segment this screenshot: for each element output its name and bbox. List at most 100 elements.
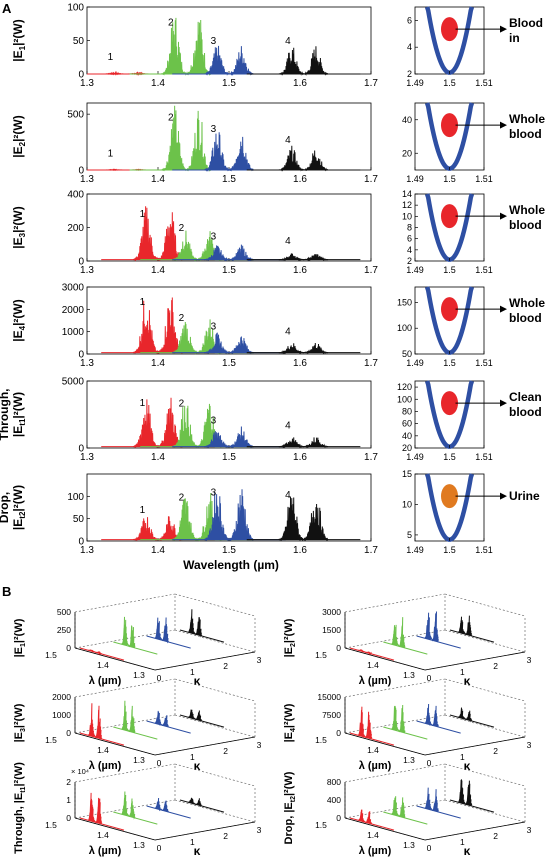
- x-tick-label: 1.3: [80, 358, 94, 369]
- lambda-tick-label: 1.4: [367, 745, 379, 755]
- peak-label: 3: [211, 124, 217, 135]
- series-baseline: [79, 732, 125, 746]
- z-tick-label: 0: [66, 643, 71, 653]
- grid-line: [174, 678, 256, 702]
- inset-y-tick-label: 14: [402, 189, 412, 199]
- y-axis-label: Through, |Et1|²(W): [13, 762, 27, 854]
- y-tick-label: 200: [67, 223, 84, 234]
- x-tick-label: 1.3: [80, 545, 94, 556]
- series-peak: [302, 46, 329, 76]
- grid-line: [344, 593, 446, 613]
- series-peak: [278, 145, 305, 172]
- lambda-tick-label: 1.5: [45, 650, 57, 660]
- inset-x-tick-label: 1.51: [475, 452, 493, 462]
- y-tick-label: 400: [67, 190, 84, 201]
- inset-y-tick-label: 20: [402, 443, 412, 453]
- series-baseline: [113, 811, 158, 825]
- inset-x-tick-label: 1.5: [443, 452, 456, 462]
- series-ridge: [424, 611, 439, 642]
- panel-a-row-1: 1.3 1.4 1.5 1.6 1.7 0 50 100 1 2 3 4 |E1|²(W) 1.49 1.5…: [11, 3, 543, 90]
- inset-y-tick-label: 10: [402, 499, 412, 509]
- y-axis-label: |E1|²(W): [11, 19, 27, 62]
- y-tick-label: 0: [78, 537, 84, 548]
- lambda-axis: [74, 732, 156, 756]
- kappa-tick-label: 0: [427, 673, 432, 683]
- panel-a-row-6: 1.3 1.4 1.5 1.6 1.7 0 50 100 1 2 3 4 |Et2|²(W)Drop, 1…: [0, 469, 540, 556]
- y-tick-label: 0: [78, 166, 84, 177]
- series-peak: [203, 492, 230, 542]
- inset-y-tick-label: 2: [407, 256, 412, 266]
- peak-label: 4: [285, 326, 291, 337]
- series-baseline: [113, 641, 158, 655]
- series-peak: [227, 136, 254, 172]
- series-peak: [278, 253, 305, 262]
- peak-label: 3: [211, 231, 217, 242]
- kappa-tick-label: 3: [257, 740, 262, 750]
- grid-line: [74, 678, 176, 698]
- y-axis-label-group: |E1|²(W): [11, 19, 27, 62]
- kappa-tick-label: 2: [223, 746, 228, 756]
- z-tick-label: 0: [336, 813, 341, 823]
- kappa-tick-label: 1: [190, 752, 195, 762]
- inset-annotation: Whole: [509, 112, 545, 126]
- inset-annotation: blood: [509, 311, 542, 325]
- annotation-arrowhead: [500, 305, 507, 313]
- plot-frame: [86, 102, 372, 171]
- series-baseline: [449, 714, 495, 728]
- y-tick-label: 0: [78, 350, 84, 361]
- inset-marker: [441, 484, 458, 509]
- inset-x-tick-label: 1.49: [406, 174, 424, 184]
- kappa-tick-label: 3: [527, 825, 532, 835]
- lambda-tick-label: 1.3: [133, 670, 145, 680]
- inset-y-tick-label: 4: [407, 245, 412, 255]
- series-ridge: [424, 787, 439, 813]
- kappa-axis-label: κ: [194, 674, 201, 688]
- y-axis-label-group: |E3|²(W): [13, 703, 27, 742]
- grid-line: [174, 799, 256, 823]
- series-ridge: [121, 791, 136, 820]
- kappa-tick-label: 3: [257, 825, 262, 835]
- y-axis-label-group: |E4|²(W): [11, 299, 27, 342]
- y-axis-label-top: Drop,: [0, 492, 11, 523]
- inset-annotation: Whole: [509, 203, 545, 217]
- panel-b-label: B: [2, 584, 11, 599]
- y-axis-label: |E1|²(W): [13, 618, 27, 657]
- x-tick-label: 1.5: [222, 358, 236, 369]
- lambda-tick-label: 1.4: [367, 660, 379, 670]
- series-baseline: [416, 805, 461, 819]
- series-ridge: [154, 617, 169, 644]
- plot-frame: [86, 380, 372, 449]
- inset-y-tick-label: 40: [402, 115, 412, 125]
- y-axis-label-group: |Et1|²(W)Through,: [0, 389, 27, 441]
- y-axis-label-group: |E3|²(W): [11, 206, 27, 249]
- grid-line: [174, 629, 256, 653]
- kappa-axis: [424, 651, 526, 671]
- x-tick-label: 1.6: [293, 78, 307, 89]
- series-baseline: [179, 714, 225, 728]
- inset-x-tick-label: 1.5: [443, 545, 456, 555]
- x-tick-label: 1.4: [151, 452, 165, 463]
- peak-label: 2: [179, 493, 185, 504]
- x-tick-label: 1.3: [80, 78, 94, 89]
- inset-y-tick-label: 100: [397, 323, 412, 333]
- y-axis-label-group: |E4|²(W): [283, 703, 297, 742]
- plot-frame: [86, 6, 372, 75]
- annotation-arrowhead: [500, 399, 507, 407]
- kappa-tick-label: 0: [157, 673, 162, 683]
- series-peak: [101, 70, 127, 76]
- inset-annotation: in: [509, 31, 520, 45]
- inset-x-tick-label: 1.51: [475, 174, 493, 184]
- series-ridge: [391, 704, 406, 733]
- lambda-axis-label: λ (µm): [359, 845, 392, 857]
- kappa-tick-label: 1: [460, 837, 465, 847]
- y-axis-label-group: |E2|²(W): [283, 618, 297, 657]
- inset-annotation: Urine: [509, 489, 540, 503]
- z-exponent: × 10⁴: [71, 767, 89, 776]
- y-tick-label: 2000: [62, 305, 85, 316]
- peak-label: 3: [211, 322, 217, 333]
- y-tick-label: 50: [73, 514, 85, 525]
- inset-marker: [441, 204, 458, 229]
- series-peak: [161, 17, 188, 76]
